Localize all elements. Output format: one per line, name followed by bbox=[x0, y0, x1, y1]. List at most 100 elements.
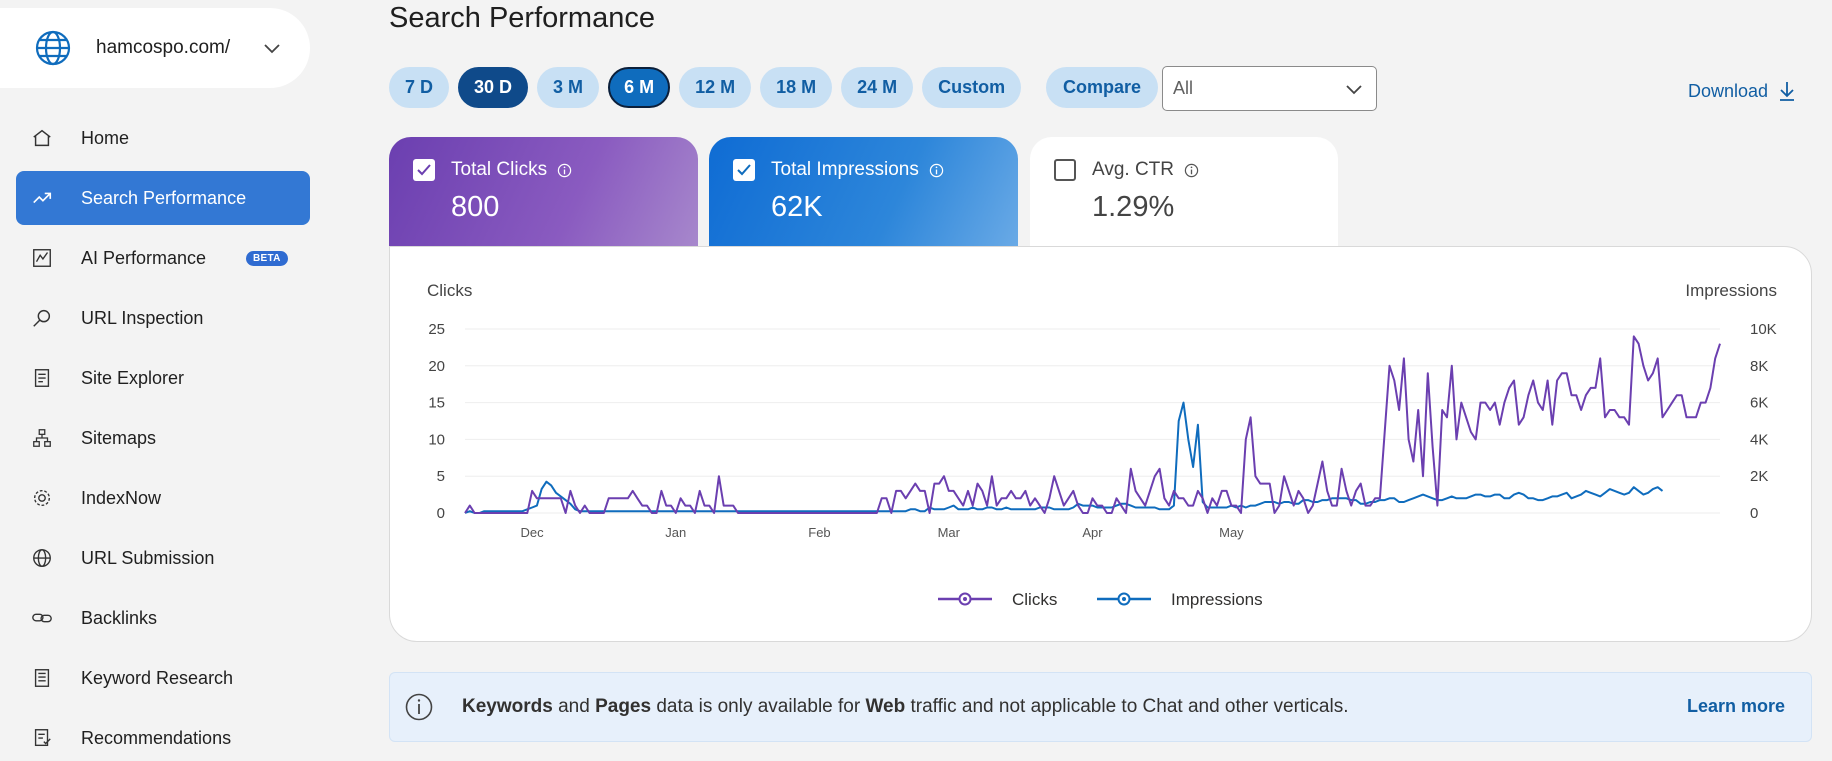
sidebar-item-label: Site Explorer bbox=[81, 367, 185, 388]
sidebar-item-label: IndexNow bbox=[81, 487, 162, 508]
x-tick-label: Mar bbox=[938, 525, 961, 540]
page-title: Search Performance bbox=[389, 2, 655, 34]
sidebar-item-label: Search Performance bbox=[81, 187, 247, 208]
range-button-12m[interactable]: 12 M bbox=[679, 67, 752, 108]
left-tick-label: 10 bbox=[428, 431, 445, 448]
left-tick-label: 5 bbox=[437, 468, 445, 485]
chevron-down-icon bbox=[1346, 85, 1362, 95]
range-button-3m[interactable]: 3 M bbox=[537, 67, 600, 108]
banner-text-1: and bbox=[552, 696, 596, 717]
right-tick-label: 2K bbox=[1750, 468, 1768, 485]
ctr-label: Avg. CTR bbox=[1092, 159, 1175, 180]
series-line-impressions bbox=[464, 401, 1664, 514]
performance-chart-card: Clicks Impressions 0 5 10 15 20 25 0 2K 4K 6K 8K 10K D… bbox=[389, 246, 1812, 642]
sidebar-item-keyword-research[interactable]: Keyword Research bbox=[16, 651, 310, 705]
left-tick-label: 20 bbox=[428, 358, 445, 375]
sidebar-item-ai-performance[interactable]: AI Performance BETA bbox=[16, 231, 310, 285]
range-button-18m[interactable]: 18 M bbox=[760, 67, 833, 108]
sidebar-item-label: Home bbox=[81, 127, 130, 148]
impressions-label: Total Impressions bbox=[771, 159, 919, 180]
sidebar-item-backlinks[interactable]: Backlinks bbox=[16, 591, 310, 645]
left-axis-title: Clicks bbox=[427, 281, 472, 300]
total-impressions-card[interactable]: Total Impressions 62K bbox=[709, 137, 1018, 249]
impressions-value: 62K bbox=[771, 191, 823, 223]
compare-button[interactable]: Compare bbox=[1046, 67, 1159, 108]
ctr-checkbox[interactable] bbox=[1054, 159, 1076, 181]
x-tick-label: Feb bbox=[808, 525, 830, 540]
sitemap-icon bbox=[30, 426, 54, 450]
avg-ctr-card[interactable]: Avg. CTR 1.29% bbox=[1030, 137, 1338, 249]
range-button-custom[interactable]: Custom bbox=[922, 67, 1022, 108]
x-tick-label: May bbox=[1219, 525, 1244, 540]
right-tick-label: 4K bbox=[1750, 431, 1768, 448]
sidebar-item-label: URL Inspection bbox=[81, 307, 204, 328]
sidebar-item-recommendations[interactable]: Recommendations bbox=[16, 711, 310, 761]
checkmark-icon bbox=[417, 164, 431, 176]
trend-icon bbox=[30, 186, 54, 210]
info-banner: Keywords and Pages data is only availabl… bbox=[389, 672, 1812, 742]
info-icon[interactable] bbox=[1184, 163, 1199, 178]
banner-text-3: traffic and not applicable to Chat and o… bbox=[905, 696, 1349, 717]
series-line-clicks bbox=[464, 335, 1721, 514]
legend-label-impressions: Impressions bbox=[1171, 590, 1263, 609]
site-name: hamcospo.com/ bbox=[96, 37, 231, 58]
range-button-7d[interactable]: 7 D bbox=[389, 67, 450, 108]
info-icon bbox=[405, 693, 433, 721]
performance-chart: Clicks Impressions 0 5 10 15 20 25 0 2K 4K 6K 8K 10K D… bbox=[427, 281, 1777, 609]
sidebar-item-site-explorer[interactable]: Site Explorer bbox=[16, 351, 310, 405]
sidebar-item-search-performance[interactable]: Search Performance bbox=[16, 171, 310, 225]
sidebar-item-label: URL Submission bbox=[81, 547, 215, 568]
gear-icon bbox=[30, 486, 54, 510]
learn-more-link[interactable]: Learn more bbox=[1686, 696, 1785, 716]
clicks-label: Total Clicks bbox=[451, 159, 548, 180]
left-tick-label: 15 bbox=[428, 395, 445, 412]
globe-icon bbox=[30, 546, 54, 570]
clicks-checkbox[interactable] bbox=[413, 159, 435, 181]
download-button[interactable]: Download bbox=[1688, 80, 1796, 102]
total-clicks-card[interactable]: Total Clicks 800 bbox=[389, 137, 698, 249]
chevron-down-icon[interactable] bbox=[262, 38, 282, 58]
right-tick-label: 6K bbox=[1750, 395, 1768, 412]
range-button-30d[interactable]: 30 D bbox=[458, 67, 529, 108]
download-icon bbox=[1780, 82, 1795, 101]
left-tick-label: 25 bbox=[428, 321, 445, 338]
banner-keywords: Keywords bbox=[462, 696, 553, 717]
right-tick-label: 8K bbox=[1750, 358, 1768, 375]
right-tick-label: 10K bbox=[1750, 321, 1777, 338]
magnifier-icon bbox=[30, 306, 54, 330]
checkmark-icon bbox=[737, 164, 751, 176]
range-button-24m[interactable]: 24 M bbox=[841, 67, 914, 108]
filter-dropdown[interactable]: All bbox=[1162, 66, 1377, 111]
right-axis-title: Impressions bbox=[1685, 281, 1777, 300]
range-button-6m[interactable]: 6 M bbox=[608, 67, 671, 108]
site-selector[interactable]: hamcospo.com/ bbox=[0, 8, 310, 88]
sidebar-item-url-inspection[interactable]: URL Inspection bbox=[16, 291, 310, 345]
banner-web: Web bbox=[865, 696, 906, 717]
x-tick-label: Jan bbox=[665, 525, 686, 540]
sidebar: hamcospo.com/ Home Search Performance AI P… bbox=[0, 0, 330, 761]
legend-marker-dot bbox=[963, 597, 967, 601]
sidebar-item-url-submission[interactable]: URL Submission bbox=[16, 531, 310, 585]
ctr-value: 1.29% bbox=[1092, 191, 1175, 223]
globe-icon bbox=[35, 30, 71, 66]
legend-label-clicks: Clicks bbox=[1012, 590, 1057, 609]
impressions-checkbox[interactable] bbox=[733, 159, 755, 181]
filter-value: All bbox=[1173, 78, 1194, 98]
right-tick-label: 0 bbox=[1750, 505, 1758, 522]
sidebar-item-label: Keyword Research bbox=[81, 667, 234, 688]
checklist-icon bbox=[30, 726, 54, 750]
chart-icon bbox=[30, 246, 54, 270]
sidebar-item-label: Backlinks bbox=[81, 607, 158, 628]
info-icon[interactable] bbox=[557, 163, 572, 178]
x-tick-label: Dec bbox=[520, 525, 544, 540]
info-icon[interactable] bbox=[929, 163, 944, 178]
notes-icon bbox=[30, 666, 54, 690]
sidebar-item-sitemaps[interactable]: Sitemaps bbox=[16, 411, 310, 465]
banner-text-2: data is only available for bbox=[651, 696, 866, 717]
sidebar-item-home[interactable]: Home bbox=[16, 111, 310, 165]
x-tick-label: Apr bbox=[1082, 525, 1103, 540]
clicks-value: 800 bbox=[451, 191, 500, 223]
download-label: Download bbox=[1688, 80, 1769, 101]
sidebar-item-indexnow[interactable]: IndexNow bbox=[16, 471, 310, 525]
